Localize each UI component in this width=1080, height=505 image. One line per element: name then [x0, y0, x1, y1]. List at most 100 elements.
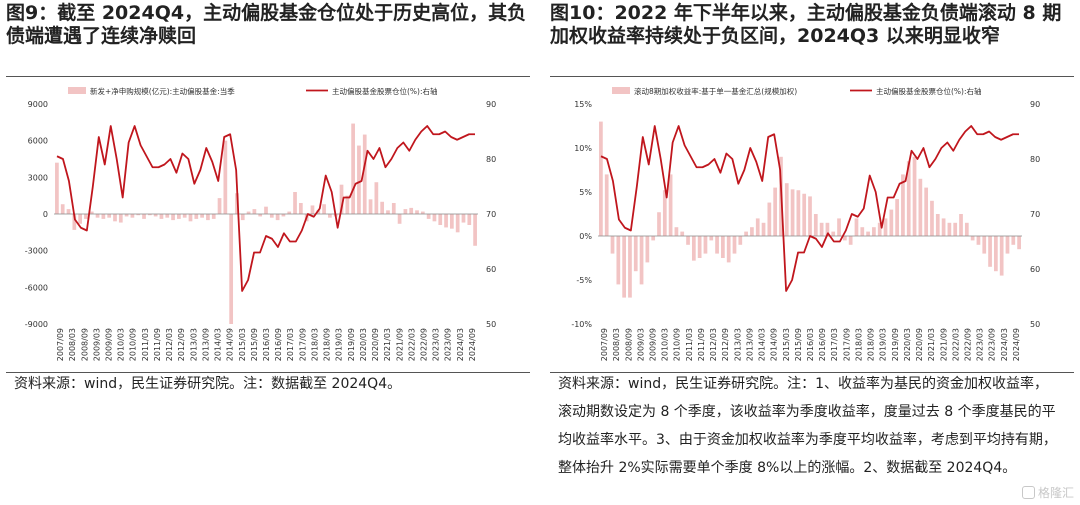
y-left-tick-label: -3000 [25, 247, 48, 256]
legend: 新发+净申购规模(亿元):主动偏股基金:当季 主动偏股基金股票仓位(%):右轴 [68, 86, 438, 96]
bar [194, 214, 199, 219]
bar [66, 209, 71, 214]
x-tick-label: 2017/03 [830, 328, 839, 361]
bar [432, 214, 437, 222]
bar [930, 200, 934, 236]
y-right-tick-label: 70 [486, 210, 496, 219]
bar [854, 218, 859, 236]
bar [217, 198, 222, 214]
bar [403, 209, 408, 214]
x-tick-label: 2011/09 [153, 328, 162, 361]
bar [674, 227, 679, 236]
x-tick-label: 2008/03 [68, 328, 77, 361]
figure-10-source: 资料来源：wind，民生证券研究院。注：1、收益率为基民的资金加权收益率，滚动期… [558, 376, 1057, 476]
bar [200, 214, 204, 218]
bar [895, 199, 899, 236]
bar [426, 214, 431, 219]
bar [883, 218, 888, 236]
figure-9-panel: 图9：截至 2024Q4，主动偏股基金仓位处于历史高位，其负债端遭遇了连续净赎回… [6, 0, 534, 505]
bar [953, 222, 958, 236]
bar [455, 214, 460, 233]
bar [130, 214, 135, 218]
bar [935, 214, 940, 236]
bar [761, 222, 766, 236]
bar [78, 214, 82, 224]
bar [703, 236, 708, 254]
x-tick-label: 2012/03 [165, 328, 174, 361]
bar [223, 140, 228, 214]
x-tick-label: 2024/03 [1000, 328, 1009, 361]
x-tick-label: 2011/03 [141, 328, 150, 361]
bar [89, 211, 94, 214]
bar [999, 236, 1004, 276]
bar [420, 211, 425, 214]
bar [842, 236, 847, 241]
bar [339, 184, 344, 214]
bar [188, 214, 193, 222]
bar [72, 214, 77, 230]
figure-9-chart-svg: -9000 -6000 -3000 0 3000 6000 9000 50 60 70 80 90 20… [25, 86, 496, 361]
y-left-tick-label: 15% [574, 100, 592, 109]
x-tick-label: 2014/03 [758, 328, 767, 361]
bar [906, 161, 911, 236]
bar [328, 214, 332, 218]
bar [409, 207, 414, 214]
x-tick-label: 2013/09 [745, 328, 754, 361]
x-tick-label: 2019/03 [879, 328, 888, 361]
bar [964, 222, 969, 236]
bar [107, 214, 112, 218]
legend-bar-swatch [612, 87, 630, 94]
series-line [56, 125, 476, 292]
bar [229, 214, 234, 324]
x-tick-label: 2017/03 [286, 328, 295, 361]
bar [866, 231, 870, 236]
bar [293, 192, 297, 214]
x-tick-label: 2015/09 [794, 328, 803, 361]
figure-9-title: 图9：截至 2024Q4，主动偏股基金仓位处于历史高位，其负债端遭遇了连续净赎回 [6, 2, 527, 47]
bar [988, 236, 992, 267]
bar [310, 205, 315, 214]
y-left-tick-label: -9000 [25, 320, 48, 329]
bar [287, 211, 292, 214]
x-tick-label: 2017/09 [842, 328, 851, 361]
bar [1005, 236, 1010, 254]
x-tick-label: 2009/09 [105, 328, 114, 361]
watermark-text: 格隆汇 [1037, 486, 1074, 500]
figure-10-panel: 图10：2022 年下半年以来，主动偏股基金负债端滚动 8 期加权收益率持续处于… [550, 0, 1078, 505]
figure-10-title: 图10：2022 年下半年以来，主动偏股基金负债端滚动 8 期加权收益率持续处于… [550, 2, 1062, 47]
bar [877, 222, 882, 236]
bar [767, 202, 772, 236]
x-tick-label: 2021/03 [383, 328, 392, 361]
bar [802, 193, 807, 236]
x-tick-label: 2009/09 [649, 328, 658, 361]
bar [368, 199, 373, 214]
bar [362, 134, 367, 214]
y-left-tick-label: 0% [579, 232, 592, 241]
bar [322, 204, 326, 214]
bar [947, 222, 952, 236]
bar [153, 214, 158, 217]
watermark-logo-icon [1021, 486, 1035, 499]
bar [616, 236, 621, 285]
bar [755, 218, 760, 236]
x-tick-label: 2012/03 [709, 328, 718, 361]
y-right-tick-label: 80 [1030, 155, 1040, 164]
y-left-tick-label: -10% [571, 320, 592, 329]
bar [825, 222, 830, 236]
bar [831, 231, 836, 236]
x-tick-label: 2018/03 [854, 328, 863, 361]
x-tick-label: 2022/09 [419, 328, 428, 361]
y-right-tick-label: 70 [1030, 210, 1040, 219]
bar [275, 214, 280, 221]
bar [970, 236, 975, 241]
bar [633, 236, 638, 272]
bar [171, 214, 175, 221]
x-tick-label: 2009/03 [92, 328, 101, 361]
bar [438, 214, 443, 225]
bar [113, 214, 117, 222]
x-tick-label: 2019/09 [347, 328, 356, 361]
series-line [600, 125, 1020, 292]
bar [604, 174, 609, 236]
x-tick-label: 2020/03 [359, 328, 368, 361]
x-tick-label: 2015/03 [782, 328, 791, 361]
